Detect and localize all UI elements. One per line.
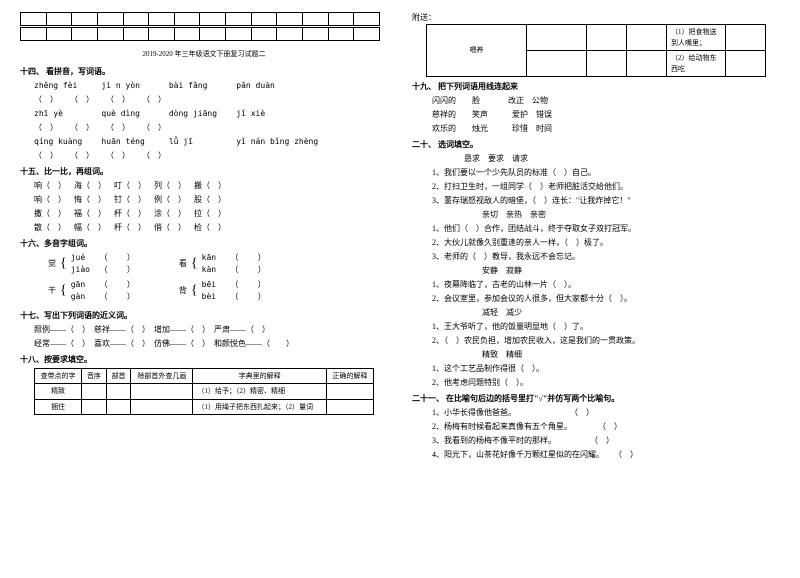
appendix-header: 附送：: [412, 12, 780, 24]
page-columns: 2019-2020 年三年级语文下册复习试题二 十四、 看拼音，写词语。 zhě…: [20, 12, 780, 463]
section-15-title: 十五、比一比，再组词。: [20, 166, 388, 178]
section-19-title: 十九、 把下列词语用线连起来: [412, 81, 780, 93]
section-14-title: 十四、 看拼音，写词语。: [20, 66, 388, 78]
section-18-table: 查带点的字音序部首除部首外查几画字典里的解释正确的解释精致（1）给予；（2）精密…: [34, 368, 374, 416]
section-19-body: 闪闪的 脸 改正 公物慈祥的 笑声 爱护 错误欢乐的 烛光 珍惜 时间: [412, 95, 780, 135]
section-16-body: 觉{jué （ ）jiào （ ）看{kān （ ）kàn （ ）干{gān （…: [20, 252, 388, 306]
section-15-body: 响（ ） 海（ ） 叮（ ） 列（ ） 搬（ ）响（ ） 悔（ ） 钉（ ） 例…: [20, 180, 388, 234]
section-20-body: 恳求 要求 请求1、我们要以一个少先队员的标准（ ）自己。2、打扫卫生时，一组同…: [412, 153, 780, 389]
section-16-title: 十六、多音字组词。: [20, 238, 388, 250]
section-18-title: 十八、按要求填空。: [20, 354, 388, 366]
appendix-def-2: （2）给动物东西吃: [667, 51, 726, 77]
section-20-title: 二十、 选词填空。: [412, 139, 780, 151]
paper-title: 2019-2020 年三年级语文下册复习试题二: [20, 49, 388, 60]
right-column: 附送： 喂养 （1）把食物送到人嘴里； （2）给动物东西吃 十九、 把下列词语用…: [412, 12, 780, 463]
appendix-word: 喂养: [427, 25, 527, 77]
section-14-body: zhěng fèi jì n yòn bài fǎng pǎn duàn （ ）…: [20, 80, 388, 162]
left-column: 2019-2020 年三年级语文下册复习试题二 十四、 看拼音，写词语。 zhě…: [20, 12, 388, 463]
appendix-def-1: （1）把食物送到人嘴里；: [667, 25, 726, 51]
section-17-body: 照例——（ ） 慈祥——（ ） 增加——（ ） 严肃——（ ）经常——（ ） 喜…: [20, 324, 388, 350]
section-17-title: 十七、写出下列词语的近义词。: [20, 310, 388, 322]
section-21-body: 1、小华长得像他爸爸。 （ ）2、杨梅有时候看起来真像有五个角星。 （ ）3、我…: [412, 407, 780, 461]
appendix-table: 喂养 （1）把食物送到人嘴里； （2）给动物东西吃: [426, 24, 766, 77]
grid-rows: [20, 12, 388, 41]
section-21-title: 二十一、 在比喻句后边的括号里打"√"并仿写两个比喻句。: [412, 393, 780, 405]
